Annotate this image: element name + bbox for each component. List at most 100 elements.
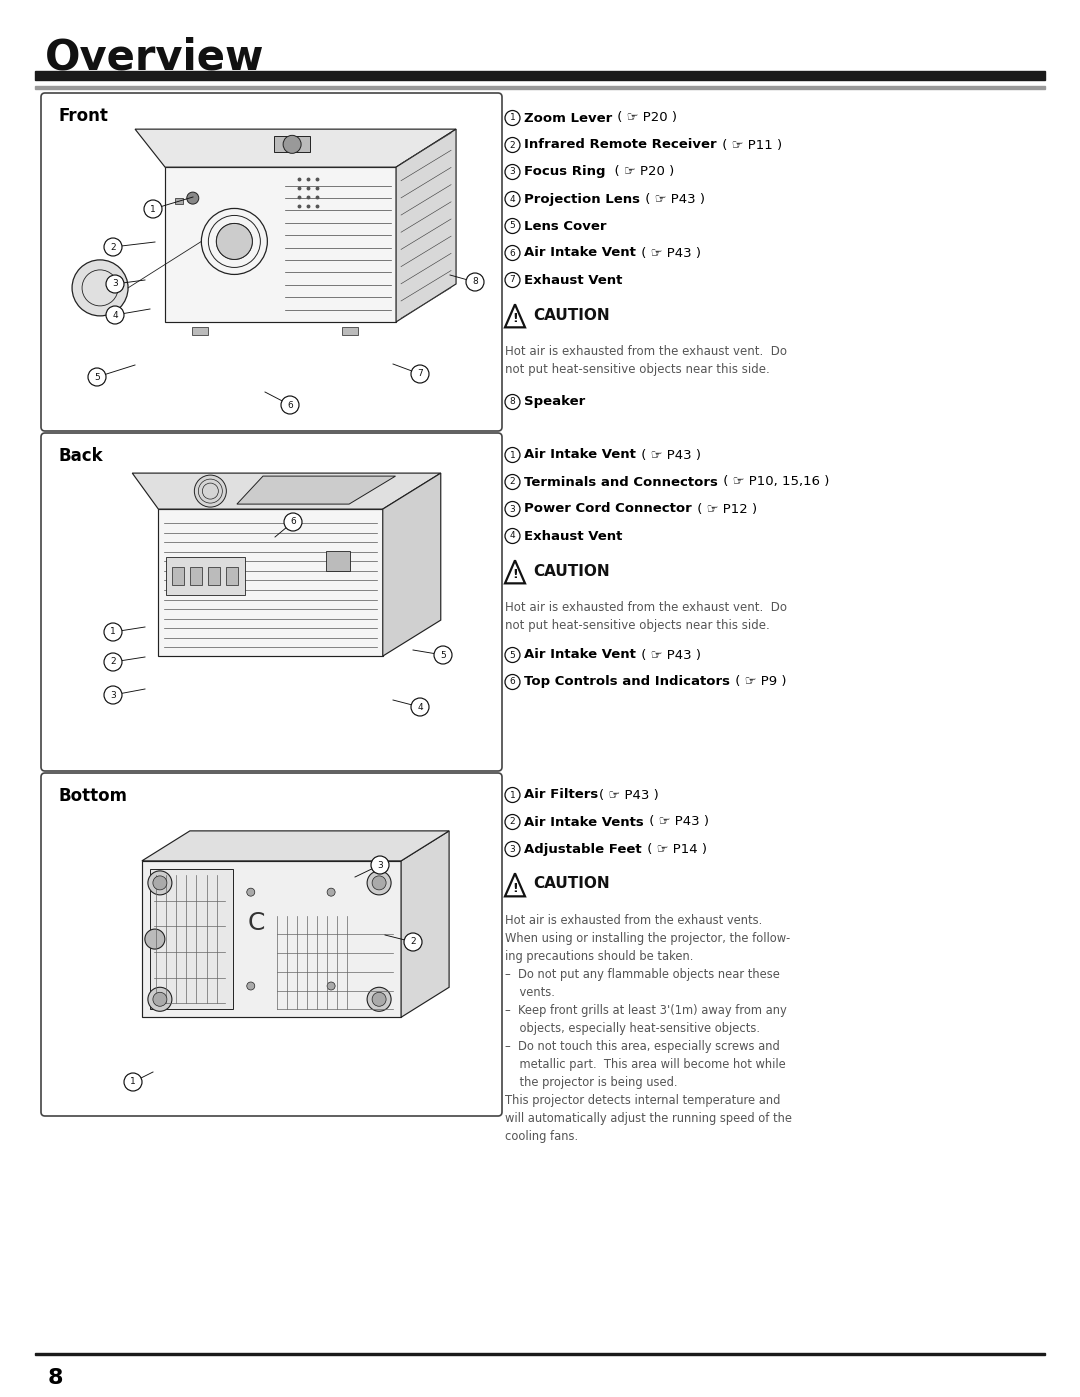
Text: CAUTION: CAUTION — [534, 876, 609, 891]
Text: Terminals and Connectors: Terminals and Connectors — [524, 475, 718, 489]
Bar — [274, 137, 310, 152]
Circle shape — [187, 193, 199, 204]
Text: 3: 3 — [510, 168, 515, 176]
Polygon shape — [382, 474, 441, 657]
Text: 1: 1 — [130, 1077, 136, 1087]
Polygon shape — [396, 129, 456, 321]
Circle shape — [367, 870, 391, 895]
Text: Air Intake Vent: Air Intake Vent — [524, 448, 636, 461]
Text: Exhaust Vent: Exhaust Vent — [524, 529, 622, 542]
Text: 1: 1 — [110, 627, 116, 637]
Text: 8: 8 — [472, 278, 477, 286]
Circle shape — [104, 623, 122, 641]
Text: 4: 4 — [510, 194, 515, 204]
Text: 4: 4 — [417, 703, 422, 711]
Bar — [159, 509, 382, 657]
Text: 6: 6 — [291, 517, 296, 527]
Text: 1: 1 — [510, 113, 515, 123]
Polygon shape — [401, 831, 449, 1017]
Text: 1: 1 — [150, 204, 156, 214]
Text: 2: 2 — [510, 817, 515, 827]
Text: !: ! — [512, 569, 518, 581]
Circle shape — [153, 992, 167, 1006]
Text: 5: 5 — [94, 373, 99, 381]
Bar — [227, 567, 239, 585]
Text: 2: 2 — [510, 478, 515, 486]
FancyBboxPatch shape — [41, 94, 502, 432]
Circle shape — [124, 1073, 141, 1091]
Text: Air Filters( ☞ P43 ): Air Filters( ☞ P43 ) — [524, 788, 646, 802]
Circle shape — [144, 200, 162, 218]
Text: Lens Cover: Lens Cover — [524, 219, 607, 232]
Text: Focus Ring  ( ☞ P20 ): Focus Ring ( ☞ P20 ) — [524, 165, 664, 179]
Text: Hot air is exhausted from the exhaust vent.  Do
not put heat-sensitive objects n: Hot air is exhausted from the exhaust ve… — [505, 601, 787, 631]
Circle shape — [246, 888, 255, 895]
Circle shape — [434, 645, 453, 664]
Text: ( ☞ P43 ): ( ☞ P43 ) — [637, 448, 701, 461]
Text: Terminals and Connectors ( ☞ P10, 15,16 ): Terminals and Connectors ( ☞ P10, 15,16 … — [524, 475, 807, 489]
Text: Air Intake Vent: Air Intake Vent — [524, 246, 636, 260]
Text: !: ! — [512, 882, 518, 894]
Text: 8: 8 — [48, 1368, 64, 1389]
Text: Projection Lens: Projection Lens — [524, 193, 640, 205]
Text: 2: 2 — [110, 243, 116, 251]
Text: ( ☞ P14 ): ( ☞ P14 ) — [643, 842, 706, 855]
Text: Top Controls and Indicators ( ☞ P9 ): Top Controls and Indicators ( ☞ P9 ) — [524, 676, 760, 689]
Text: 2: 2 — [110, 658, 116, 666]
Text: Focus Ring: Focus Ring — [524, 165, 606, 179]
Text: Zoom Lever ( ☞ P20 ): Zoom Lever ( ☞ P20 ) — [524, 112, 667, 124]
Text: CAUTION: CAUTION — [534, 307, 609, 323]
Text: Hot air is exhausted from the exhaust vent.  Do
not put heat-sensitive objects n: Hot air is exhausted from the exhaust ve… — [505, 345, 787, 376]
Circle shape — [404, 933, 422, 951]
Text: Back: Back — [58, 447, 103, 465]
Text: Zoom Lever: Zoom Lever — [524, 112, 612, 124]
Bar — [208, 567, 220, 585]
Text: ( ☞ P43 ): ( ☞ P43 ) — [645, 816, 708, 828]
Text: 7: 7 — [510, 275, 515, 285]
Text: ( ☞ P43 ): ( ☞ P43 ) — [637, 648, 701, 662]
Text: Overview: Overview — [45, 36, 265, 80]
Text: 3: 3 — [510, 845, 515, 854]
Bar — [141, 861, 401, 1017]
Text: Bottom: Bottom — [58, 787, 127, 805]
Text: 6: 6 — [510, 678, 515, 686]
Bar — [35, 71, 1045, 80]
Bar — [150, 869, 233, 1009]
Circle shape — [145, 929, 165, 949]
Text: ( ☞ P20 ): ( ☞ P20 ) — [607, 165, 675, 179]
Text: ( ☞ P43 ): ( ☞ P43 ) — [599, 788, 659, 802]
Text: Power Cord Connector: Power Cord Connector — [524, 503, 692, 515]
Circle shape — [327, 888, 335, 895]
Text: ( ☞ P43 ): ( ☞ P43 ) — [637, 246, 701, 260]
Text: 8: 8 — [510, 398, 515, 407]
Text: Infrared Remote Receiver: Infrared Remote Receiver — [524, 138, 717, 151]
Circle shape — [411, 698, 429, 717]
Text: Air Intake Vents: Air Intake Vents — [524, 816, 644, 828]
Circle shape — [153, 876, 167, 890]
Text: Infrared Remote Receiver ( ☞ P11 ): Infrared Remote Receiver ( ☞ P11 ) — [524, 138, 758, 151]
Circle shape — [216, 224, 253, 260]
Circle shape — [87, 367, 106, 386]
Text: 3: 3 — [510, 504, 515, 514]
Circle shape — [327, 982, 335, 990]
Text: 3: 3 — [377, 861, 383, 869]
Text: 4: 4 — [510, 531, 515, 541]
Text: ( ☞ P20 ): ( ☞ P20 ) — [613, 112, 677, 124]
Text: C: C — [247, 911, 265, 936]
Text: Air Intake Vents ( ☞ P43 ): Air Intake Vents ( ☞ P43 ) — [524, 816, 693, 828]
Text: CAUTION: CAUTION — [534, 563, 609, 578]
Bar — [173, 567, 185, 585]
Circle shape — [72, 260, 129, 316]
Bar — [35, 87, 1045, 89]
Circle shape — [411, 365, 429, 383]
Bar — [35, 1352, 1045, 1355]
Text: 1: 1 — [510, 450, 515, 460]
Circle shape — [284, 513, 302, 531]
Circle shape — [194, 475, 227, 507]
Text: Air Intake Vent: Air Intake Vent — [524, 648, 636, 662]
FancyBboxPatch shape — [41, 433, 502, 771]
Text: Adjustable Feet: Adjustable Feet — [524, 842, 642, 855]
Circle shape — [104, 686, 122, 704]
Text: Front: Front — [58, 108, 108, 124]
Circle shape — [367, 988, 391, 1011]
